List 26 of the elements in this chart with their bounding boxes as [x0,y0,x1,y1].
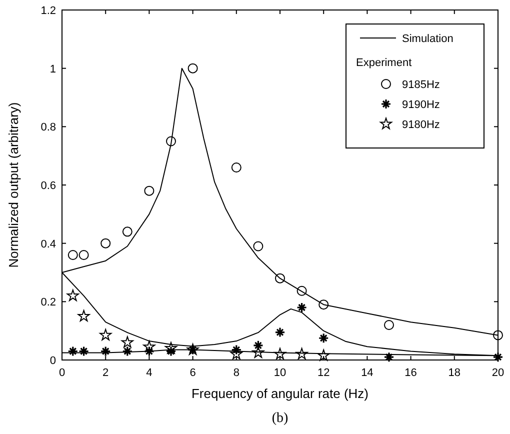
x-tick-label: 0 [58,367,66,379]
y-tick-label: 0.8 [40,122,56,134]
x-tick-label: 14 [361,367,374,379]
legend-label: 9185Hz [402,79,440,91]
legend-label: 9190Hz [402,99,440,111]
y-tick-label: 0 [50,355,56,367]
y-tick-label: 0.6 [40,180,56,192]
x-tick-label: 8 [233,367,240,379]
y-tick-label: 0.4 [40,238,56,250]
text: (b) [272,411,288,426]
x-tick-label: 6 [190,367,196,379]
x-axis-title: Frequency of angular rate (Hz) [191,386,369,401]
y-tick-label: 1 [50,63,56,76]
x-tick-label: 18 [448,367,461,379]
legend-label: 9180Hz [402,119,440,131]
annotation: Experiment [356,57,412,69]
y-tick-label: 1.2 [40,5,56,17]
x-tick-label: 16 [404,367,417,379]
x-tick-label: 20 [492,367,504,379]
y-axis-title: Normalized output (arbitrary) [6,102,21,268]
legend-label: Simulation [402,33,454,45]
x-tick-label: 2 [102,367,109,379]
x-tick-label: 10 [274,367,286,379]
x-tick-label: 4 [146,367,152,379]
y-tick-label: 0.2 [40,296,56,309]
x-tick-label: 12 [317,367,330,379]
